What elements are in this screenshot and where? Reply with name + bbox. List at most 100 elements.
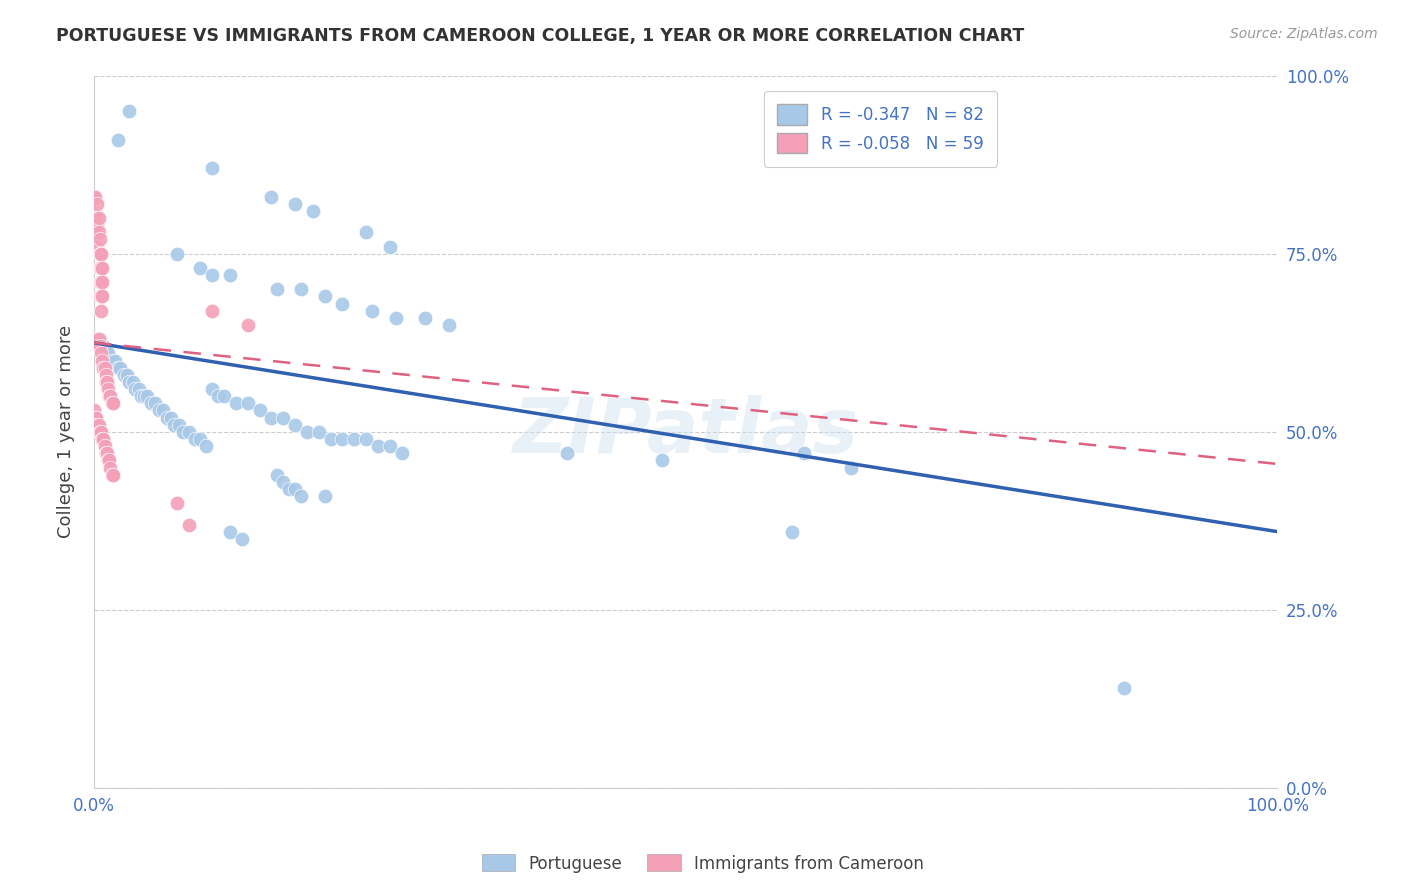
- Point: [93, 339, 115, 353]
- Point: [91, 289, 114, 303]
- Point: [124, 382, 146, 396]
- Point: [89, 246, 111, 260]
- Point: [98, 453, 121, 467]
- Point: [96, 375, 118, 389]
- Point: [87, 417, 110, 432]
- Point: [225, 396, 247, 410]
- Point: [780, 524, 803, 539]
- Point: [284, 196, 307, 211]
- Point: [96, 446, 118, 460]
- Point: [195, 439, 218, 453]
- Point: [201, 303, 224, 318]
- Point: [332, 296, 354, 310]
- Point: [90, 303, 112, 318]
- Point: [84, 332, 107, 346]
- Point: [107, 133, 129, 147]
- Point: [93, 432, 115, 446]
- Point: [284, 417, 307, 432]
- Point: [167, 417, 190, 432]
- Text: Source: ZipAtlas.com: Source: ZipAtlas.com: [1230, 27, 1378, 41]
- Point: [89, 232, 111, 246]
- Y-axis label: College, 1 year or more: College, 1 year or more: [58, 326, 75, 539]
- Point: [89, 332, 111, 346]
- Point: [100, 460, 122, 475]
- Point: [101, 467, 124, 482]
- Point: [86, 239, 108, 253]
- Point: [108, 360, 131, 375]
- Point: [219, 268, 242, 282]
- Point: [841, 460, 863, 475]
- Point: [115, 368, 138, 382]
- Point: [236, 318, 259, 332]
- Point: [89, 275, 111, 289]
- Point: [89, 289, 111, 303]
- Point: [354, 225, 377, 239]
- Point: [172, 425, 194, 439]
- Point: [378, 239, 401, 253]
- Point: [86, 196, 108, 211]
- Point: [354, 432, 377, 446]
- Point: [94, 375, 117, 389]
- Point: [118, 104, 141, 119]
- Point: [84, 189, 107, 203]
- Point: [361, 303, 384, 318]
- Point: [219, 524, 242, 539]
- Point: [93, 439, 115, 453]
- Point: [160, 410, 183, 425]
- Point: [177, 517, 200, 532]
- Point: [266, 467, 288, 482]
- Point: [93, 360, 115, 375]
- Point: [104, 353, 127, 368]
- Point: [308, 425, 330, 439]
- Point: [84, 225, 107, 239]
- Point: [557, 446, 579, 460]
- Point: [91, 432, 114, 446]
- Point: [367, 439, 389, 453]
- Point: [249, 403, 271, 417]
- Point: [271, 475, 294, 489]
- Point: [212, 389, 235, 403]
- Point: [97, 346, 120, 360]
- Point: [177, 425, 200, 439]
- Point: [201, 382, 224, 396]
- Point: [145, 396, 167, 410]
- Point: [86, 417, 108, 432]
- Point: [98, 389, 121, 403]
- Point: [90, 346, 112, 360]
- Point: [152, 403, 174, 417]
- Legend: Portuguese, Immigrants from Cameroon: Portuguese, Immigrants from Cameroon: [475, 847, 931, 880]
- Point: [343, 432, 366, 446]
- Point: [89, 260, 111, 275]
- Point: [90, 260, 112, 275]
- Point: [651, 453, 673, 467]
- Point: [128, 382, 150, 396]
- Point: [314, 289, 336, 303]
- Point: [166, 496, 188, 510]
- Point: [100, 467, 122, 482]
- Point: [148, 403, 170, 417]
- Point: [260, 410, 283, 425]
- Point: [83, 403, 105, 417]
- Text: ZIPatlas: ZIPatlas: [513, 395, 859, 469]
- Text: PORTUGUESE VS IMMIGRANTS FROM CAMEROON COLLEGE, 1 YEAR OR MORE CORRELATION CHART: PORTUGUESE VS IMMIGRANTS FROM CAMEROON C…: [56, 27, 1025, 45]
- Point: [437, 318, 460, 332]
- Point: [290, 282, 312, 296]
- Point: [332, 432, 354, 446]
- Point: [87, 211, 110, 225]
- Point: [86, 339, 108, 353]
- Point: [83, 189, 105, 203]
- Point: [271, 410, 294, 425]
- Point: [97, 453, 120, 467]
- Point: [314, 489, 336, 503]
- Point: [90, 275, 112, 289]
- Point: [100, 389, 122, 403]
- Point: [87, 225, 110, 239]
- Point: [302, 203, 325, 218]
- Point: [107, 360, 129, 375]
- Point: [384, 310, 406, 325]
- Point: [190, 260, 212, 275]
- Point: [89, 425, 111, 439]
- Point: [94, 368, 117, 382]
- Point: [156, 410, 179, 425]
- Point: [84, 410, 107, 425]
